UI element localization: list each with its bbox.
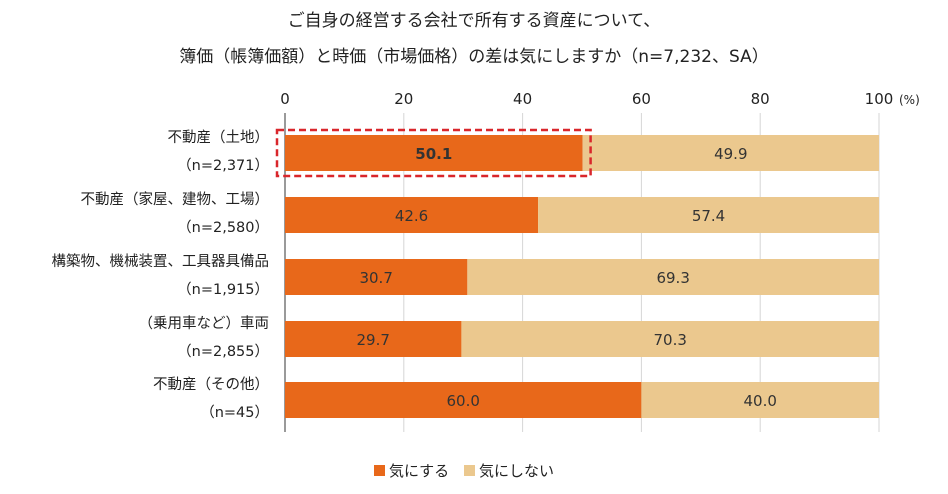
category-label-1-line-1: 不動産（土地）: [168, 129, 270, 146]
category-label-3-line-1: 構築物、機械装置、工具器具備品: [52, 252, 270, 270]
x-tick-label-40: 40: [513, 90, 532, 108]
category-label-5-line-1: 不動産（その他）: [153, 376, 269, 393]
data-label-care-3: 30.7: [359, 269, 392, 287]
data-label-care-1: 50.1: [415, 145, 452, 163]
bar-dont-care-5: [641, 382, 879, 418]
bar-dont-care-4: [461, 321, 879, 357]
category-label-5-line-2: （n=45）: [200, 404, 269, 421]
legend: 気にする 気にしない: [374, 462, 554, 480]
data-label-dont-care-4: 70.3: [654, 331, 687, 349]
bar-care-1: [285, 135, 583, 171]
category-label-1-line-2: （n=2,371）: [177, 157, 269, 174]
bar-care-4: [285, 321, 462, 357]
category-label-4-line-1: （乗用車など）車両: [139, 315, 270, 332]
x-tick-label-0: 0: [280, 90, 290, 108]
data-label-dont-care-1: 49.9: [714, 145, 747, 163]
legend-label-dont-care: 気にしない: [479, 462, 554, 480]
data-label-dont-care-2: 57.4: [692, 207, 725, 225]
bar-dont-care-2: [538, 197, 879, 233]
bars: 50.1 49.9 42.6 57.4 30.7 69.3 29.7 70.3 60.0 40.0: [275, 128, 879, 418]
category-label-2-line-1: 不動産（家屋、建物、工場）: [81, 191, 270, 208]
legend-label-care: 気にする: [389, 462, 449, 480]
category-label-4-line-2: （n=2,855）: [177, 343, 269, 360]
bar-dont-care-3: [467, 259, 879, 295]
bar-care-2: [285, 197, 539, 233]
x-unit-label: (%): [899, 93, 920, 107]
data-label-dont-care-3: 69.3: [656, 269, 689, 287]
bar-care-3: [285, 259, 468, 295]
x-tick-label-60: 60: [632, 90, 651, 108]
x-tick-label-20: 20: [394, 90, 413, 108]
bar-care-5: [285, 382, 642, 418]
chart-title-line-2: 簿価（帳簿価額）と時価（市場価格）の差は気にしますか（n=7,232、SA）: [179, 47, 768, 67]
category-labels: 不動産（土地） （n=2,371） 不動産（家屋、建物、工場） （n=2,580） 構築…: [52, 129, 270, 421]
x-axis: 0 20 40 60 80 100 (%): [280, 90, 920, 108]
legend-swatch-dont-care: [464, 465, 475, 476]
data-label-care-4: 29.7: [357, 331, 390, 349]
data-label-care-2: 42.6: [395, 207, 428, 225]
data-label-care-5: 60.0: [446, 392, 479, 410]
x-tick-label-100: 100: [865, 90, 894, 108]
category-label-2-line-2: （n=2,580）: [177, 219, 269, 236]
category-label-3-line-2: （n=1,915）: [177, 281, 269, 298]
highlight-box: [275, 128, 592, 178]
x-tick-label-80: 80: [751, 90, 770, 108]
legend-swatch-care: [374, 465, 385, 476]
data-label-dont-care-5: 40.0: [743, 392, 776, 410]
bar-dont-care-1: [582, 135, 879, 171]
chart-title-line-1: ご自身の経営する会社で所有する資産について、: [288, 11, 661, 31]
chart-title: ご自身の経営する会社で所有する資産について、簿価（帳簿価額）と時価（市場価格）の…: [179, 11, 768, 67]
